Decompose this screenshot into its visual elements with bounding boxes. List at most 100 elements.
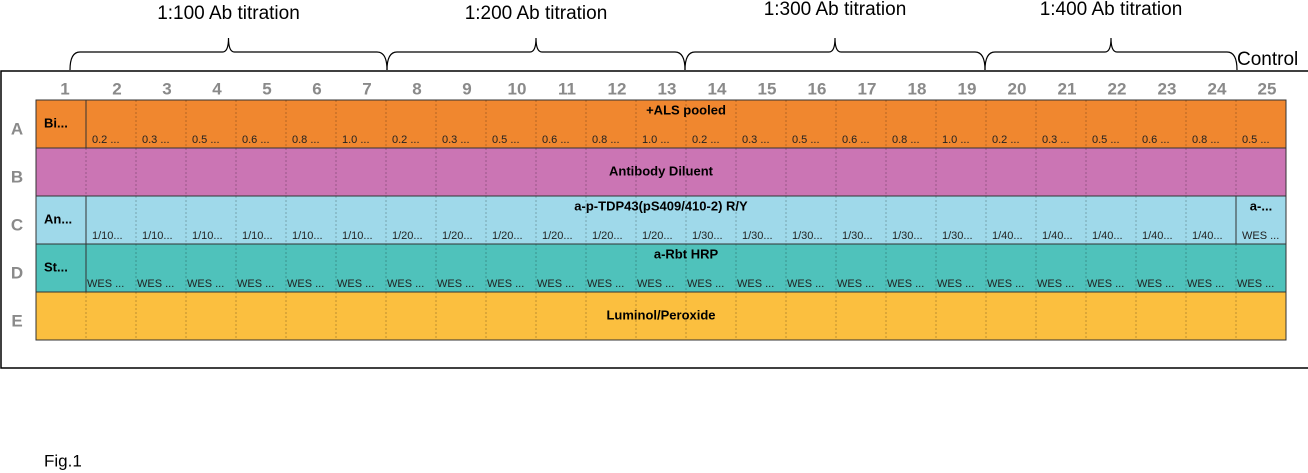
cell-label: WES ...: [687, 278, 724, 290]
cell-label: 0.2 ...: [92, 134, 120, 146]
cell-label: 1/20...: [442, 230, 473, 242]
cell-label: WES ...: [837, 278, 874, 290]
column-number: 24: [1208, 79, 1227, 98]
cell-label: 1/10...: [342, 230, 373, 242]
cell-label: 0.8 ...: [1192, 134, 1220, 146]
column-number: 8: [412, 79, 421, 98]
cell-label: 0.5 ...: [492, 134, 520, 146]
column-number: 15: [758, 79, 777, 98]
cell-label: WES ...: [1037, 278, 1074, 290]
column-number: 17: [858, 79, 877, 98]
caption: Fig.1: [44, 451, 82, 470]
row-sample: St...: [44, 259, 68, 274]
titration-label: 1:100 Ab titration: [157, 3, 300, 24]
cell-label: WES ...: [987, 278, 1024, 290]
cell-label: 1.0 ...: [342, 134, 370, 146]
row-title: a-p-TDP43(pS409/410-2) R/Y: [574, 198, 748, 213]
cell-label: WES ...: [137, 278, 174, 290]
cell-label: WES ...: [887, 278, 924, 290]
cell-label: 0.8 ...: [292, 134, 320, 146]
column-number: 11: [558, 79, 576, 98]
column-number: 13: [658, 79, 677, 98]
cell-label: 0.5 ...: [192, 134, 220, 146]
cell-label: WES ...: [337, 278, 374, 290]
column-number: 7: [362, 79, 371, 98]
brace: [984, 37, 1238, 71]
cell-label: 0.2 ...: [692, 134, 720, 146]
cell-label: 0.2 ...: [992, 134, 1020, 146]
cell-label: 1/10...: [192, 230, 223, 242]
column-number: 21: [1058, 79, 1077, 98]
cell-label: 1/30...: [742, 230, 773, 242]
row-title: Antibody Diluent: [609, 163, 714, 178]
cell-label: WES ...: [537, 278, 574, 290]
cell-label: WES ...: [487, 278, 524, 290]
cell-label: 1/20...: [492, 230, 523, 242]
cell-label: 1/30...: [792, 230, 823, 242]
cell-label: WES ...: [1242, 230, 1279, 242]
column-number: 9: [462, 79, 471, 98]
column-number: 1: [60, 79, 69, 98]
cell-label: 1/10...: [292, 230, 323, 242]
cell-label: 1/40...: [1092, 230, 1123, 242]
row-sample: Bi...: [44, 115, 68, 130]
cell-label: 1/40...: [1142, 230, 1173, 242]
column-number: 23: [1158, 79, 1177, 98]
cell-label: 1.0 ...: [942, 134, 970, 146]
row-title: Luminol/Peroxide: [606, 307, 715, 322]
cell-label: 0.2 ...: [392, 134, 420, 146]
cell-label: 0.6 ...: [542, 134, 570, 146]
cell-label: 1/20...: [542, 230, 573, 242]
cell-label: 1/20...: [392, 230, 423, 242]
cell-label: WES ...: [187, 278, 224, 290]
row-letter: A: [11, 119, 23, 138]
cell-label: WES ...: [1087, 278, 1124, 290]
cell-label: WES ...: [87, 278, 124, 290]
cell-label: WES ...: [637, 278, 674, 290]
row-last: a-...: [1250, 198, 1272, 213]
row-band: [35, 243, 1287, 293]
column-number: 12: [608, 79, 627, 98]
column-number: 10: [508, 79, 527, 98]
cell-label: 1/30...: [842, 230, 873, 242]
cell-label: 0.3 ...: [742, 134, 770, 146]
titration-label: 1:300 Ab titration: [764, 0, 907, 20]
cell-label: 1/30...: [942, 230, 973, 242]
row-sample: An...: [44, 211, 72, 226]
column-number: 25: [1258, 79, 1277, 98]
row-band: [35, 195, 1287, 245]
row-band: [35, 291, 1287, 341]
cell-label: WES ...: [587, 278, 624, 290]
cell-label: 0.6 ...: [842, 134, 870, 146]
column-number: 22: [1108, 79, 1127, 98]
column-number: 19: [958, 79, 977, 98]
cell-label: 1/20...: [592, 230, 623, 242]
cell-label: 0.6 ...: [1142, 134, 1170, 146]
cell-label: 1/10...: [92, 230, 123, 242]
cell-label: 0.5 ...: [1092, 134, 1120, 146]
column-number: 6: [312, 79, 321, 98]
cell-label: 1/40...: [1192, 230, 1223, 242]
brace: [386, 37, 686, 71]
titration-label: 1:400 Ab titration: [1040, 0, 1183, 20]
row-title: a-Rbt HRP: [654, 246, 719, 261]
cell-label: 0.5 ...: [792, 134, 820, 146]
cell-label: 1/40...: [1042, 230, 1073, 242]
row-letter: E: [11, 311, 22, 330]
titration-label: 1:200 Ab titration: [465, 3, 608, 24]
cell-label: WES ...: [1237, 278, 1274, 290]
column-number: 4: [212, 79, 222, 98]
cell-label: WES ...: [937, 278, 974, 290]
cell-label: 0.5 ...: [1242, 134, 1270, 146]
brace: [69, 37, 388, 71]
cell-label: 1/30...: [692, 230, 723, 242]
cell-label: 0.8 ...: [892, 134, 920, 146]
cell-label: 0.3 ...: [1042, 134, 1070, 146]
brace: [684, 37, 986, 71]
cell-label: 1.0 ...: [642, 134, 670, 146]
plate-frame: [0, 70, 1308, 369]
cell-label: 0.3 ...: [142, 134, 170, 146]
cell-label: WES ...: [387, 278, 424, 290]
cell-label: 1/10...: [142, 230, 173, 242]
